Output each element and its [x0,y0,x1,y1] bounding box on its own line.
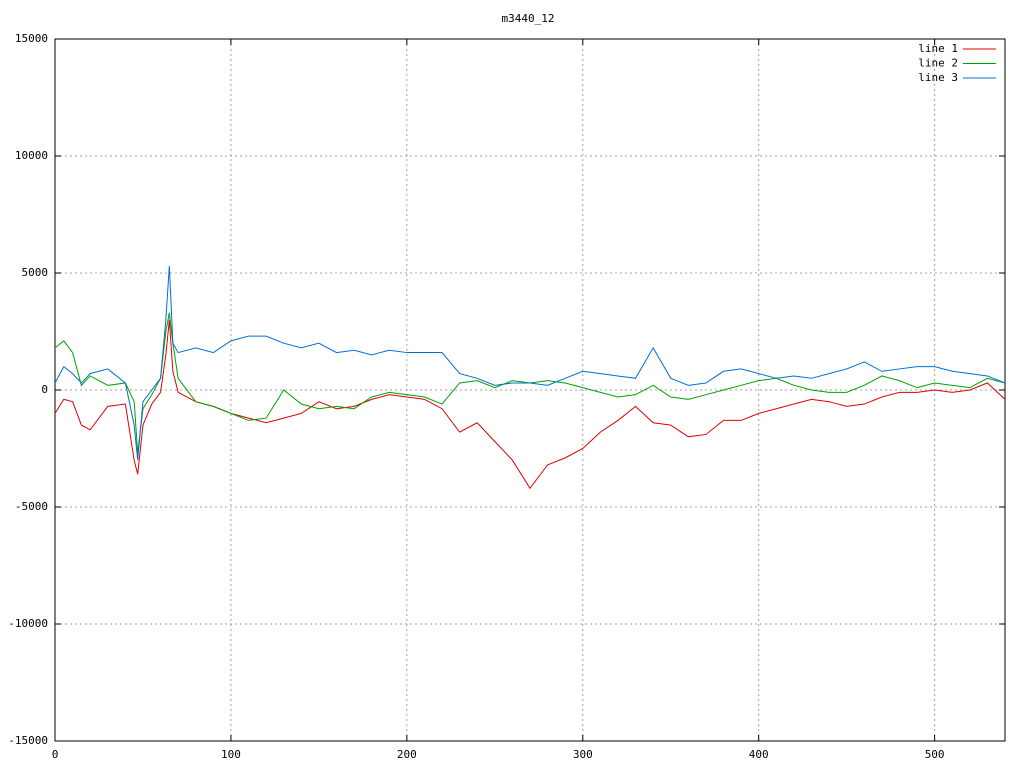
y-tick-label: -10000 [8,617,48,630]
x-tick-label: 300 [573,748,593,761]
legend-label: line 2 [918,57,958,70]
x-tick-label: 0 [52,748,59,761]
x-tick-label: 200 [397,748,417,761]
x-tick-label: 400 [749,748,769,761]
legend-label: line 3 [918,71,958,84]
legend-label: line 1 [918,42,958,55]
y-tick-label: -15000 [8,734,48,747]
data-line [54,319,1006,490]
y-tick-label: 15000 [15,32,48,45]
plot-border [54,38,1006,742]
y-tick-label: 0 [41,383,48,396]
x-tick-label: 500 [925,748,945,761]
y-tick-label: 5000 [22,266,49,279]
x-tick-label: 100 [221,748,241,761]
data-line [54,265,1006,461]
y-tick-label: -5000 [15,500,48,513]
data-line [54,312,1006,454]
y-tick-label: 10000 [15,149,48,162]
chart-title: m3440_12 [502,12,555,25]
